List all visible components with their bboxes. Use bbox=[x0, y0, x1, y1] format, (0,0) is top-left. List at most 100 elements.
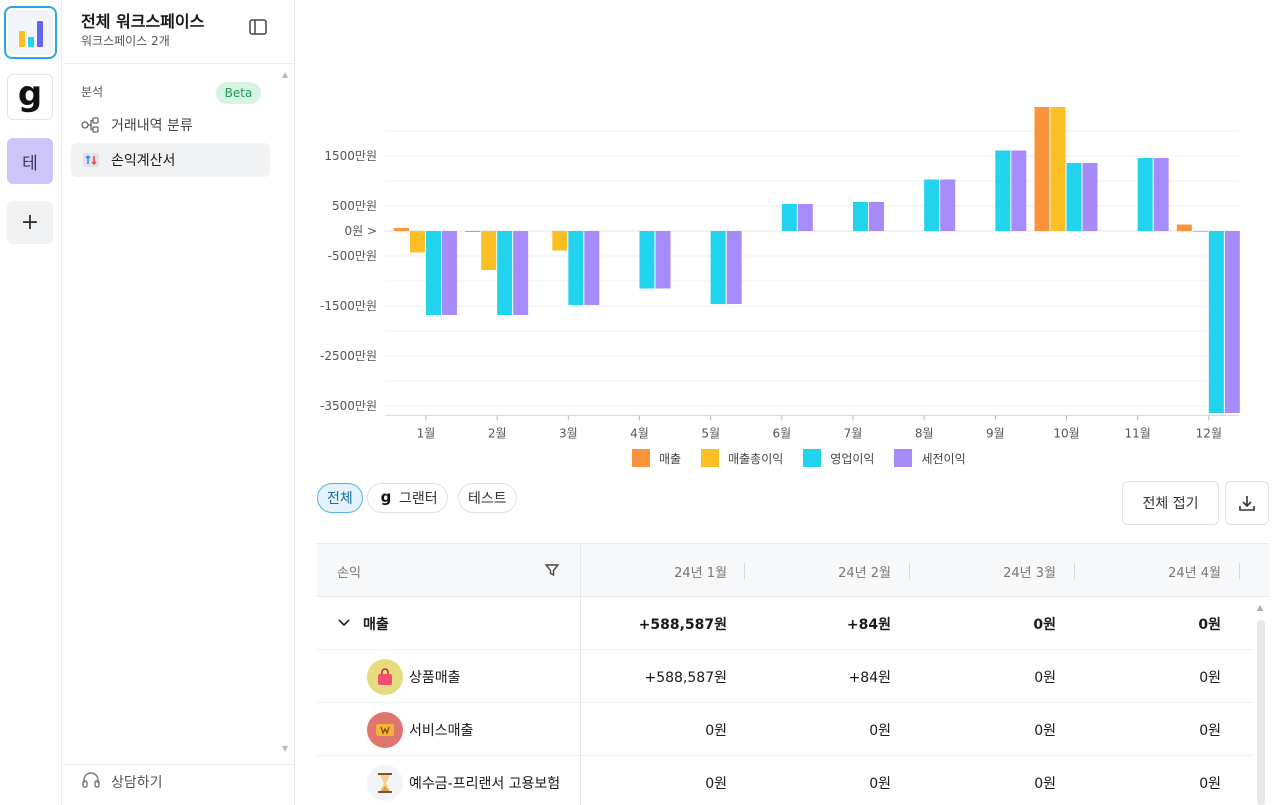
bar-chart-icon bbox=[8, 10, 53, 55]
row-label: 상품매출 bbox=[367, 650, 461, 703]
workspace-rail: g 테 + bbox=[0, 0, 62, 805]
legend-item-operating-profit[interactable]: 영업이익 bbox=[803, 449, 874, 467]
bar-1 bbox=[1034, 107, 1050, 231]
section-label-analysis: 분석 bbox=[81, 85, 104, 99]
plus-icon: + bbox=[20, 210, 40, 235]
workspace-test-button[interactable]: 테 bbox=[7, 138, 53, 184]
pnl-table: 손익 24년 1월 24년 2월 24년 3월 24년 4월 매출 +588,5… bbox=[317, 543, 1269, 805]
workspace-granter-button[interactable]: g bbox=[7, 74, 53, 120]
chart-legend: 매출 매출총이익 영업이익 세전이익 bbox=[632, 448, 986, 468]
workspace-count: 워크스페이스 2개 bbox=[81, 34, 170, 48]
cell-value: 0원 bbox=[1033, 616, 1056, 633]
header-month[interactable]: 24년 3월 bbox=[1003, 565, 1056, 581]
granter-logo-icon: g bbox=[377, 488, 395, 507]
y-tick-label: -2500만원 bbox=[320, 349, 377, 363]
bar-3 bbox=[1208, 231, 1224, 413]
y-tick-label: 0원 > bbox=[344, 224, 377, 238]
x-tick-label: 5월 bbox=[701, 427, 720, 441]
row-label-text: 예수금-프리랜서 고용보험 bbox=[409, 775, 561, 792]
row-label: 서비스매출 bbox=[367, 703, 473, 756]
x-tick-label: 6월 bbox=[772, 427, 791, 441]
table-row[interactable]: 상품매출 +588,587원 +84원 0원 0원 bbox=[317, 650, 1253, 703]
column-resize-handle[interactable] bbox=[909, 563, 910, 579]
table-scroll-up-icon[interactable]: ▲ bbox=[1257, 603, 1264, 612]
bar-4 bbox=[1153, 158, 1169, 231]
sidebar-divider bbox=[63, 63, 294, 64]
consult-button[interactable]: 상담하기 bbox=[81, 770, 163, 794]
bar-3 bbox=[1066, 163, 1082, 231]
workspace-title: 전체 워크스페이스 bbox=[81, 12, 205, 31]
filter-icon[interactable] bbox=[544, 562, 560, 582]
table-scrollbar[interactable] bbox=[1257, 620, 1265, 805]
x-tick-label: 12월 bbox=[1196, 427, 1222, 441]
collapse-all-button[interactable]: 전체 접기 bbox=[1122, 481, 1219, 525]
x-tick-label: 11월 bbox=[1125, 427, 1151, 441]
table-row[interactable]: 예수금-프리랜서 고용보험 0원 0원 0원 0원 bbox=[317, 756, 1253, 805]
scroll-down-icon[interactable]: ▼ bbox=[282, 744, 289, 753]
x-tick-label: 1월 bbox=[417, 427, 436, 441]
cell-value: 0원 bbox=[1199, 669, 1221, 686]
sidebar-toggle-icon[interactable] bbox=[249, 19, 267, 35]
header-month[interactable]: 24년 1월 bbox=[674, 565, 727, 581]
add-workspace-button[interactable]: + bbox=[7, 201, 53, 244]
chevron-down-icon[interactable] bbox=[337, 616, 351, 632]
cell-value: 0원 bbox=[1198, 616, 1221, 633]
bar-3 bbox=[853, 202, 868, 231]
sidebar-item-transaction-classification[interactable]: 거래내역 분류 bbox=[71, 108, 270, 142]
cell-value: +588,587원 bbox=[638, 616, 727, 633]
header-month[interactable]: 24년 2월 bbox=[838, 565, 891, 581]
shopping-bag-icon bbox=[367, 658, 403, 695]
sidebar-item-label: 거래내역 분류 bbox=[111, 118, 193, 134]
sidebar-item-income-statement[interactable]: 손익계산서 bbox=[71, 143, 270, 177]
table-row[interactable]: 매출 +588,587원 +84원 0원 0원 bbox=[317, 597, 1253, 650]
flow-icon bbox=[81, 116, 101, 134]
cell-value: 0원 bbox=[869, 722, 891, 739]
x-tick-label: 7월 bbox=[844, 427, 863, 441]
legend-label: 영업이익 bbox=[830, 451, 875, 466]
service-ticket-icon bbox=[367, 711, 403, 748]
bar-4 bbox=[1082, 163, 1098, 231]
scroll-up-icon[interactable]: ▲ bbox=[282, 70, 289, 79]
column-resize-handle[interactable] bbox=[744, 563, 745, 579]
x-tick-label: 3월 bbox=[559, 427, 578, 441]
bar-2 bbox=[410, 231, 425, 253]
filter-chip-granter[interactable]: g 그랜터 bbox=[367, 483, 448, 513]
bar-2 bbox=[1192, 231, 1208, 232]
download-icon bbox=[1239, 496, 1255, 511]
legend-item-pretax-profit[interactable]: 세전이익 bbox=[894, 449, 966, 467]
header-month[interactable]: 24년 4월 bbox=[1168, 565, 1221, 581]
table-row[interactable]: 서비스매출 0원 0원 0원 0원 bbox=[317, 703, 1253, 756]
x-tick-label: 10월 bbox=[1053, 427, 1079, 441]
y-tick-label: -500만원 bbox=[328, 249, 377, 263]
cell-value: +588,587원 bbox=[644, 669, 727, 686]
bar-2 bbox=[1050, 107, 1066, 231]
legend-item-gross-profit[interactable]: 매출총이익 bbox=[701, 449, 783, 467]
bar-3 bbox=[497, 231, 513, 315]
download-button[interactable] bbox=[1225, 481, 1269, 525]
legend-item-revenue[interactable]: 매출 bbox=[632, 449, 681, 467]
filter-chip-test[interactable]: 테스트 bbox=[458, 483, 517, 513]
all-workspaces-button[interactable] bbox=[4, 6, 57, 59]
granter-logo-icon: g bbox=[17, 74, 43, 114]
y-tick-label: 500만원 bbox=[332, 199, 377, 213]
column-resize-handle[interactable] bbox=[1239, 563, 1240, 579]
x-tick-label: 8월 bbox=[915, 427, 934, 441]
column-resize-handle[interactable] bbox=[1074, 563, 1075, 579]
sidebar: 전체 워크스페이스 워크스페이스 2개 ▲ 분석 Beta 거래내역 분류 손익… bbox=[63, 0, 295, 805]
chip-label: 테스트 bbox=[468, 491, 507, 507]
filter-chip-all[interactable]: 전체 bbox=[317, 483, 363, 513]
chart-svg: 1500만원 500만원 0원 > -500만원 -1500만원 -2500만원 -3500… bbox=[320, 107, 1240, 441]
cell-value: +84원 bbox=[846, 616, 891, 633]
bar-4 bbox=[797, 204, 813, 231]
cell-value: 0원 bbox=[1034, 669, 1056, 686]
x-tick-label: 2월 bbox=[488, 427, 507, 441]
bar-2 bbox=[552, 231, 568, 251]
chip-label: 그랜터 bbox=[399, 491, 438, 507]
cell-value: +84원 bbox=[848, 669, 891, 686]
row-label: 예수금-프리랜서 고용보험 bbox=[367, 756, 562, 805]
pnl-bar-chart: 1500만원 500만원 0원 > -500만원 -1500만원 -2500만원 -3500… bbox=[296, 0, 1276, 475]
bar-3 bbox=[995, 150, 1011, 231]
bar-3 bbox=[639, 231, 655, 289]
bar-4 bbox=[655, 231, 671, 289]
bar-4 bbox=[1011, 150, 1027, 231]
